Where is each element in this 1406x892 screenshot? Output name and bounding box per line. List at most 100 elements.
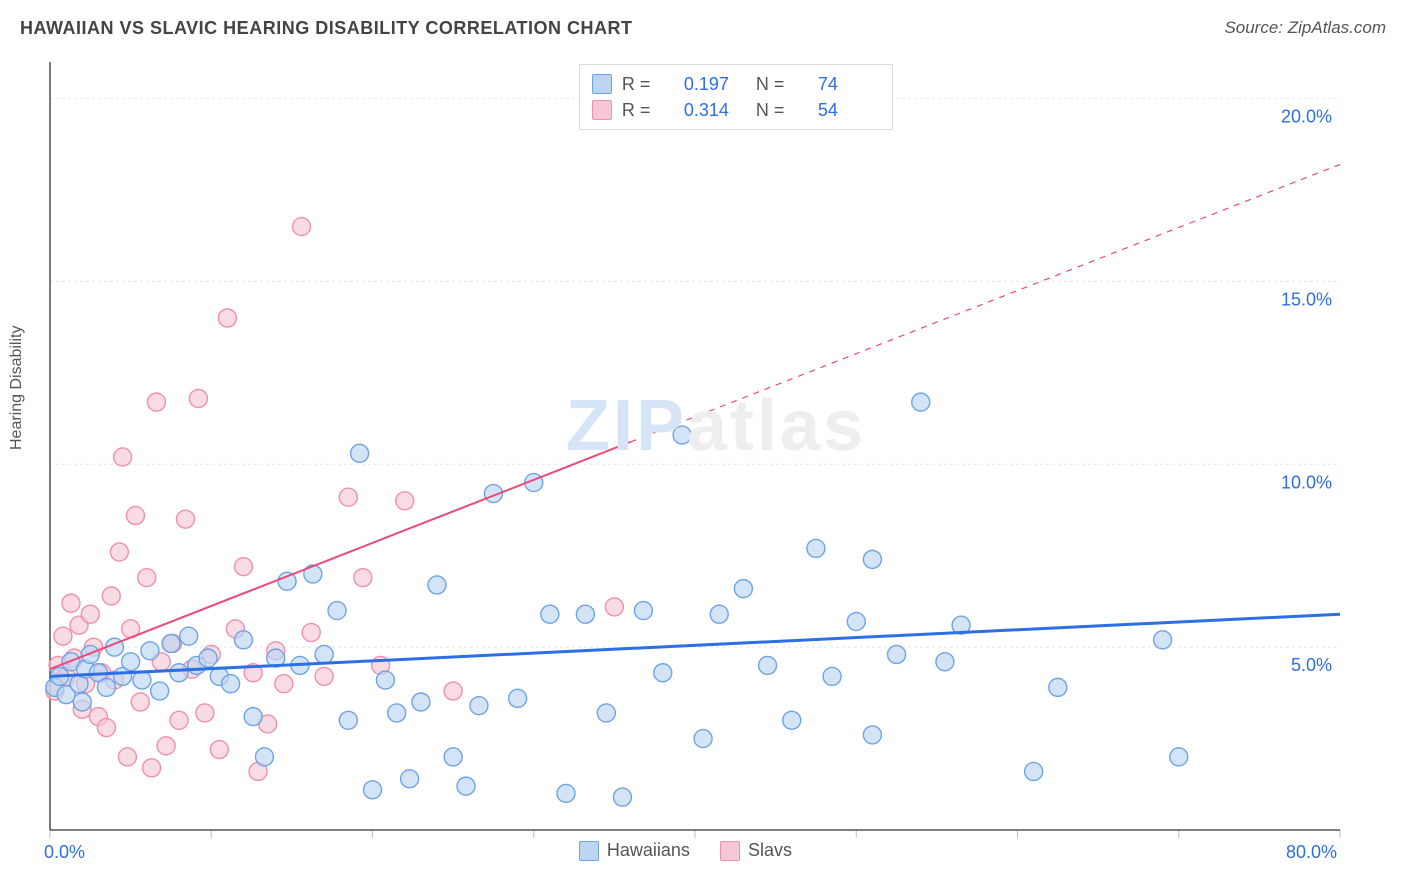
data-point: [275, 675, 293, 693]
legend-swatch: [720, 841, 740, 861]
data-point: [654, 664, 672, 682]
data-point: [170, 711, 188, 729]
scatter-plot: 5.0% 10.0% 15.0% 20.0%: [0, 0, 1406, 892]
data-point: [1154, 631, 1172, 649]
data-point: [97, 719, 115, 737]
data-point: [244, 708, 262, 726]
data-point: [131, 693, 149, 711]
y-tick-label: 15.0%: [1281, 289, 1332, 309]
legend-row: R = 0.314 N = 54: [592, 97, 880, 123]
data-point: [823, 667, 841, 685]
data-point: [694, 730, 712, 748]
data-point: [157, 737, 175, 755]
x-max-label: 80.0%: [1286, 842, 1337, 863]
data-point: [428, 576, 446, 594]
data-point: [634, 602, 652, 620]
data-point: [351, 444, 369, 462]
data-point: [847, 613, 865, 631]
data-point: [315, 645, 333, 663]
data-point: [218, 309, 236, 327]
data-point: [912, 393, 930, 411]
data-point: [388, 704, 406, 722]
legend-swatch: [592, 74, 612, 94]
series-legend-item: Hawaiians: [579, 840, 690, 861]
data-point: [189, 389, 207, 407]
y-tick-label: 5.0%: [1291, 655, 1332, 675]
data-point: [376, 671, 394, 689]
data-point: [1170, 748, 1188, 766]
legend-r-value: 0.314: [684, 100, 746, 121]
data-point: [364, 781, 382, 799]
legend-n-label: N =: [756, 74, 808, 95]
data-point: [196, 704, 214, 722]
data-point: [783, 711, 801, 729]
data-point: [470, 697, 488, 715]
legend-swatch: [579, 841, 599, 861]
data-point: [278, 572, 296, 590]
legend-n-label: N =: [756, 100, 808, 121]
data-point: [1049, 678, 1067, 696]
data-point: [444, 748, 462, 766]
data-point: [210, 741, 228, 759]
data-point: [444, 682, 462, 700]
data-point: [401, 770, 419, 788]
data-point: [118, 748, 136, 766]
data-point: [888, 645, 906, 663]
data-point: [102, 587, 120, 605]
data-point: [302, 624, 320, 642]
data-point: [315, 667, 333, 685]
x-min-label: 0.0%: [44, 842, 85, 863]
data-point: [199, 649, 217, 667]
data-point: [339, 711, 357, 729]
y-tick-label: 10.0%: [1281, 472, 1332, 492]
data-point: [97, 678, 115, 696]
data-point: [141, 642, 159, 660]
data-point: [734, 580, 752, 598]
data-point: [328, 602, 346, 620]
data-point: [354, 569, 372, 587]
data-point: [759, 656, 777, 674]
data-point: [147, 393, 165, 411]
series-legend: Hawaiians Slavs: [579, 840, 792, 861]
data-point: [126, 506, 144, 524]
data-point: [151, 682, 169, 700]
data-point: [143, 759, 161, 777]
data-point: [863, 550, 881, 568]
y-tick-label: 20.0%: [1281, 107, 1332, 127]
data-point: [557, 784, 575, 802]
data-point: [509, 689, 527, 707]
data-point: [293, 218, 311, 236]
data-point: [807, 539, 825, 557]
data-point: [235, 631, 253, 649]
data-point: [576, 605, 594, 623]
data-point: [54, 627, 72, 645]
legend-swatch: [592, 100, 612, 120]
legend-row: R = 0.197 N = 74: [592, 71, 880, 97]
data-point: [863, 726, 881, 744]
legend-r-label: R =: [622, 100, 674, 121]
series-legend-item: Slavs: [720, 840, 792, 861]
data-point: [114, 448, 132, 466]
data-point: [396, 492, 414, 510]
data-point: [62, 594, 80, 612]
data-point: [1025, 762, 1043, 780]
data-point: [176, 510, 194, 528]
legend-r-label: R =: [622, 74, 674, 95]
data-point: [605, 598, 623, 616]
data-point: [936, 653, 954, 671]
data-point: [412, 693, 430, 711]
data-point: [81, 645, 99, 663]
data-point: [138, 569, 156, 587]
data-point: [613, 788, 631, 806]
data-point: [457, 777, 475, 795]
legend-r-value: 0.197: [684, 74, 746, 95]
data-point: [81, 605, 99, 623]
series-legend-label: Slavs: [748, 840, 792, 861]
data-point: [222, 675, 240, 693]
legend-n-value: 74: [818, 74, 880, 95]
data-point: [180, 627, 198, 645]
data-point: [110, 543, 128, 561]
series-legend-label: Hawaiians: [607, 840, 690, 861]
data-point: [710, 605, 728, 623]
data-point: [597, 704, 615, 722]
